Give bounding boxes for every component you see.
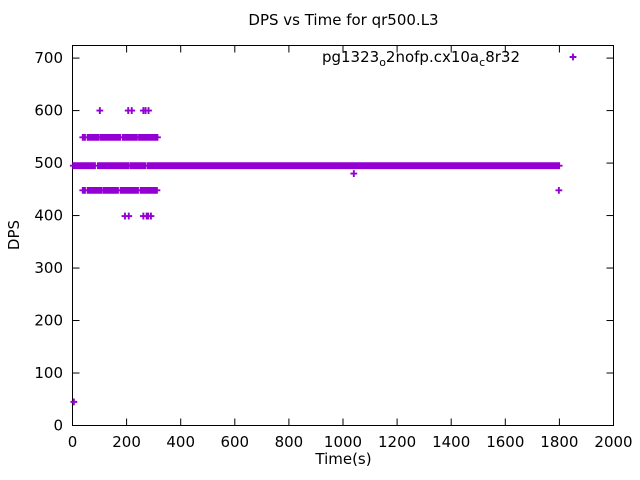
x-tick-label: 1400 (432, 433, 470, 451)
legend-label-part: pg1323 (321, 48, 380, 66)
chart-title: DPS vs Time for qr500.L3 (248, 11, 439, 29)
x-tick-label: 600 (220, 433, 249, 451)
x-tick-label: 2000 (594, 433, 632, 451)
y-tick-label: 100 (34, 364, 63, 382)
y-tick-label: 0 (53, 417, 63, 435)
legend-label-part: 2nofp.cx10a (385, 48, 480, 66)
legend-label-subscript: c (479, 56, 486, 69)
x-axis-label: Time(s) (315, 450, 372, 468)
series-markers (69, 107, 563, 406)
plot-frame (72, 45, 614, 426)
legend-label: pg1323o2nofp.cx10ac8r32 (321, 48, 520, 69)
x-tick-label: 400 (166, 433, 195, 451)
x-tick-label: 800 (275, 433, 304, 451)
x-tick-label: 1600 (486, 433, 524, 451)
x-tick-label: 1800 (540, 433, 578, 451)
legend-marker (569, 53, 577, 61)
y-tick-label: 700 (34, 49, 63, 67)
x-tick-label: 200 (112, 433, 141, 451)
legend-label-part: 8r32 (485, 48, 520, 66)
legend: pg1323o2nofp.cx10ac8r32 (240, 48, 520, 69)
y-tick-label: 500 (34, 154, 63, 172)
x-tick-label: 1200 (378, 433, 416, 451)
legend-label-subscript: o (379, 56, 386, 69)
x-tick-label: 0 (68, 433, 78, 451)
y-tick-label: 200 (34, 312, 63, 330)
y-tick-label: 400 (34, 207, 63, 225)
y-tick-label: 600 (34, 102, 63, 120)
y-axis-label: DPS (4, 219, 23, 251)
y-tick-label: 300 (34, 259, 63, 277)
x-tick-label: 1000 (324, 433, 362, 451)
